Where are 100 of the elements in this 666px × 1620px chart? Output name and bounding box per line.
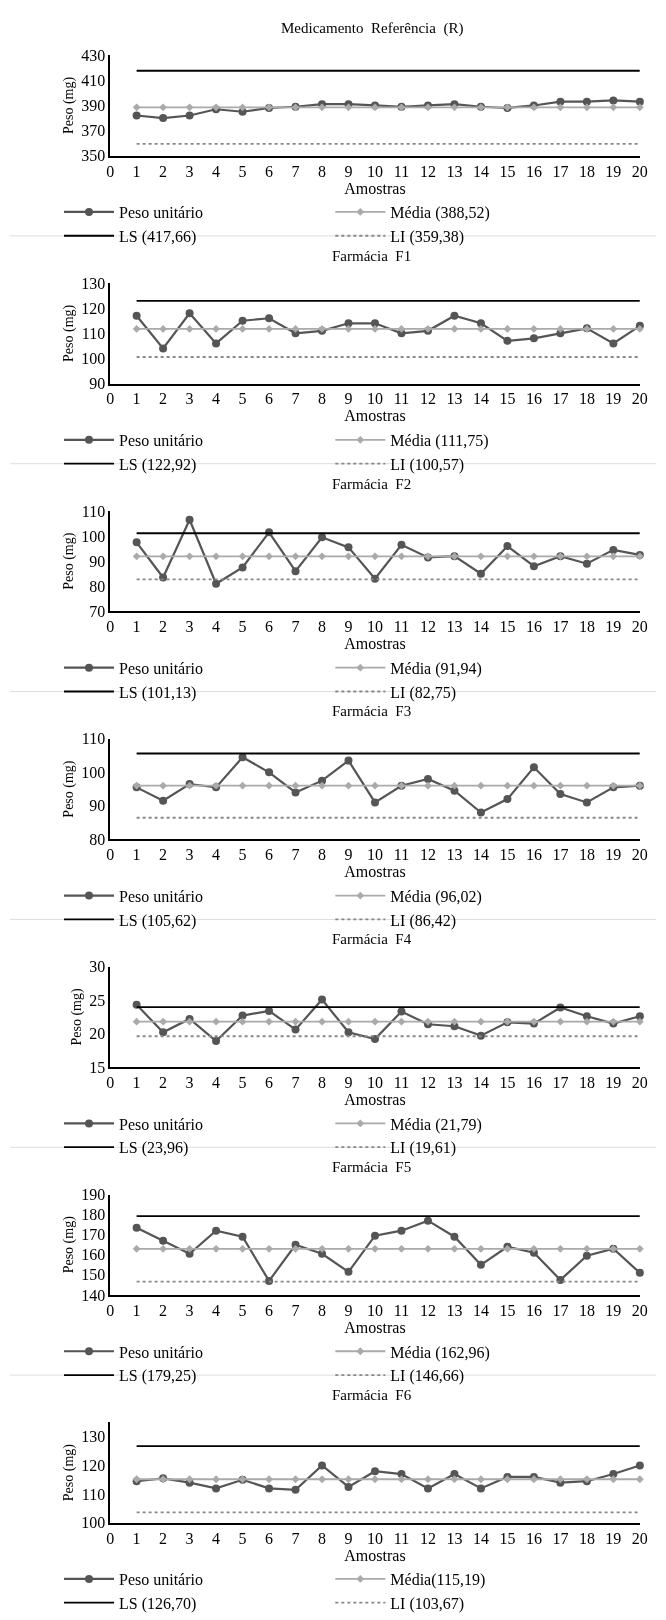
y-tick-label: 180: [81, 1206, 106, 1224]
y-tick-label: 160: [81, 1246, 106, 1264]
x-tick-label: 18: [578, 1074, 595, 1092]
y-tick-label: 90: [89, 552, 106, 570]
x-tick-label: 0: [106, 1301, 115, 1319]
x-tick-label: 19: [605, 1301, 622, 1319]
y-axis-title: Peso (mg): [61, 532, 78, 590]
x-axis-title: Amostras: [344, 1546, 406, 1564]
x-tick-label: 10: [366, 1074, 383, 1092]
chart-title: Farmácia F6: [332, 1387, 412, 1403]
y-tick-label: 130: [81, 1428, 106, 1446]
x-tick-label: 2: [159, 1529, 168, 1547]
x-tick-label: 7: [291, 1074, 300, 1092]
x-tick-label: 6: [265, 1074, 274, 1092]
x-tick-label: 6: [265, 1301, 274, 1319]
legend-label: Peso unitário: [119, 659, 203, 677]
x-tick-label: 0: [106, 1074, 115, 1092]
x-tick-label: 4: [212, 1301, 221, 1319]
legend-label: LS (126,70): [119, 1594, 197, 1613]
legend-label: LS (417,66): [119, 228, 197, 247]
y-axis-title: Peso (mg): [69, 987, 86, 1046]
x-tick-label: 10: [366, 1301, 383, 1319]
x-tick-label: 12: [419, 1529, 436, 1547]
x-tick-label: 3: [185, 1074, 194, 1092]
x-tick-label: 16: [525, 1529, 542, 1547]
legend-label: Média (162,96): [390, 1343, 490, 1362]
x-tick-label: 13: [446, 846, 463, 864]
x-tick-label: 18: [578, 1301, 595, 1319]
x-tick-label: 14: [472, 846, 489, 864]
x-tick-label: 17: [552, 1529, 569, 1547]
legend-label: Média (96,02): [390, 887, 482, 906]
x-tick-label: 9: [344, 1529, 353, 1547]
x-tick-label: 15: [499, 1301, 516, 1319]
legend-label: Peso unitário: [119, 204, 203, 222]
x-tick-label: 16: [525, 1301, 542, 1319]
chart-title: Farmácia F1: [332, 248, 412, 264]
x-tick-label: 15: [499, 1529, 516, 1547]
y-tick-label: 410: [81, 71, 106, 89]
x-tick-label: 9: [344, 618, 353, 636]
x-tick-label: 4: [212, 390, 221, 408]
legend-label: LI (19,61): [390, 1139, 457, 1158]
y-axis-title: Peso (mg): [61, 760, 78, 818]
x-tick-label: 16: [525, 390, 542, 408]
chart-title: Farmácia F2: [332, 476, 412, 492]
x-tick-label: 4: [212, 1529, 221, 1547]
x-tick-label: 1: [132, 390, 141, 408]
x-tick-label: 14: [472, 1529, 489, 1547]
x-tick-label: 3: [185, 1301, 194, 1319]
x-tick-label: 14: [472, 1074, 489, 1092]
x-tick-label: 13: [446, 162, 463, 180]
x-tick-label: 0: [106, 162, 115, 180]
x-tick-label: 3: [185, 1529, 194, 1547]
x-tick-label: 11: [393, 618, 410, 636]
chart-title: Farmácia F5: [332, 1159, 412, 1175]
x-tick-label: 19: [605, 162, 622, 180]
x-tick-label: 20: [631, 1529, 648, 1547]
x-tick-label: 6: [265, 390, 274, 408]
x-tick-label: 8: [318, 390, 327, 408]
x-tick-label: 13: [446, 390, 463, 408]
x-tick-label: 4: [212, 162, 221, 180]
y-tick-label: 110: [81, 324, 106, 342]
y-tick-label: 430: [81, 46, 106, 64]
x-tick-label: 17: [552, 1301, 569, 1319]
y-tick-label: 120: [81, 299, 106, 317]
y-axis-title: Peso (mg): [61, 1215, 78, 1274]
legend-label: Média(115,19): [390, 1571, 486, 1590]
x-tick-label: 12: [419, 1301, 436, 1319]
x-tick-label: 5: [238, 1529, 247, 1547]
x-tick-label: 13: [446, 618, 463, 636]
x-tick-label: 2: [159, 390, 168, 408]
y-tick-label: 90: [89, 797, 106, 815]
x-tick-label: 5: [238, 390, 247, 408]
x-tick-label: 11: [393, 390, 410, 408]
y-tick-label: 120: [81, 1457, 106, 1475]
y-tick-label: 80: [89, 830, 106, 848]
x-tick-label: 17: [552, 1074, 569, 1092]
legend-label: Peso unitário: [119, 432, 203, 450]
y-axis-title: Peso (mg): [61, 76, 78, 135]
x-tick-label: 6: [265, 162, 274, 180]
x-tick-label: 17: [552, 846, 569, 864]
chart-title: Farmácia F4: [332, 931, 412, 947]
y-tick-label: 70: [89, 603, 106, 620]
legend-label: Peso unitário: [119, 1115, 203, 1133]
x-axis-title: Amostras: [344, 863, 406, 881]
x-tick-label: 1: [132, 846, 141, 864]
y-tick-label: 30: [89, 958, 106, 976]
x-tick-label: 7: [291, 1301, 300, 1319]
x-tick-label: 19: [605, 618, 622, 636]
x-tick-label: 18: [578, 390, 595, 408]
x-tick-label: 11: [393, 162, 410, 180]
legend-label: Peso unitário: [119, 887, 203, 905]
x-tick-label: 10: [366, 162, 383, 180]
x-tick-label: 0: [106, 618, 115, 636]
x-tick-label: 12: [419, 1074, 436, 1092]
legend-label: LI (86,42): [390, 911, 457, 930]
legend-label: Média (111,75): [390, 432, 489, 451]
y-tick-label: 80: [89, 577, 106, 595]
legend-label: LS (23,96): [119, 1139, 189, 1158]
x-tick-label: 0: [106, 1529, 115, 1547]
x-tick-label: 6: [265, 846, 274, 864]
